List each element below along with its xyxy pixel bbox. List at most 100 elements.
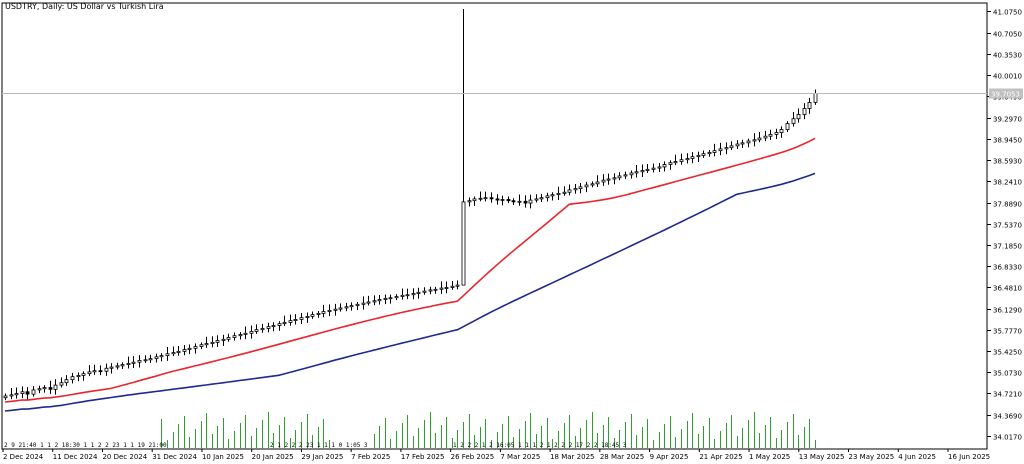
candle-body [735, 143, 740, 147]
chart-title: USDTRY, Daily: US Dollar vs Turkish Lira [5, 2, 164, 11]
candle-body [539, 197, 544, 200]
candle-body [355, 303, 360, 306]
date-tick-label: 23 May 2025 [849, 453, 895, 461]
price-tick-label: 36.8330 [993, 264, 1022, 272]
candle-body [87, 371, 92, 375]
candle-body [724, 147, 729, 150]
date-tick-label: 9 Apr 2025 [650, 453, 689, 461]
candle-body [779, 129, 784, 133]
candle-body [567, 189, 572, 193]
date-tick-label: 29 Jan 2025 [301, 453, 343, 461]
candle-body [254, 329, 259, 332]
candle-body [98, 370, 103, 373]
candle-body [685, 158, 690, 161]
candle-body [48, 387, 53, 390]
candle-body [53, 384, 58, 390]
candle-body [606, 178, 611, 181]
candle-body [578, 186, 583, 190]
date-tick-label: 21 Apr 2025 [699, 453, 742, 461]
candle-body [204, 343, 209, 346]
candle-body [327, 309, 332, 312]
candle-body [657, 166, 662, 169]
candle-body [478, 197, 483, 200]
candle-body [523, 200, 528, 204]
candle-body [288, 320, 293, 323]
candle-body [690, 156, 695, 159]
candle-body [422, 290, 427, 293]
candle-body [757, 137, 762, 141]
price-tick-label: 36.1290 [993, 307, 1022, 315]
current-price-tag [989, 88, 1023, 99]
plot-frame [1, 2, 988, 450]
price-tick-label: 36.4810 [993, 285, 1022, 293]
candle-body [159, 355, 164, 358]
candle-body [388, 297, 393, 300]
candle-body [3, 395, 8, 399]
candle-body [59, 382, 64, 386]
date-tick-label: 4 Jun 2025 [898, 453, 936, 461]
candle-body [640, 170, 645, 173]
date-tick-label: 31 Dec 2024 [152, 453, 197, 461]
date-tick-label: 1 May 2025 [749, 453, 790, 461]
candle-body [215, 340, 220, 343]
candle-body [115, 365, 120, 368]
candle-body [349, 305, 354, 308]
candle-body [673, 161, 678, 164]
candle-body [243, 332, 248, 335]
candle-body [461, 201, 466, 286]
candle-body [277, 323, 282, 326]
candle-body [455, 284, 460, 287]
price-tick-label: 34.7210 [993, 391, 1022, 399]
candle-body [221, 338, 226, 341]
candle-body [752, 139, 757, 142]
price-tick-label: 34.3690 [993, 413, 1022, 421]
candle-body [634, 171, 639, 174]
price-tick-label: 35.0730 [993, 370, 1022, 378]
candle-body [506, 199, 511, 202]
price-tick-label: 40.0010 [993, 73, 1022, 81]
candle-body [729, 145, 734, 149]
date-tick-label: 17 Feb 2025 [401, 453, 445, 461]
date-tick-label: 2 Dec 2024 [3, 453, 44, 461]
candle-body [556, 193, 561, 196]
date-tick-label: 18 Mar 2025 [550, 453, 594, 461]
date-tick-label: 7 Mar 2025 [500, 453, 540, 461]
candle-body [444, 287, 449, 289]
bar-group-label: 2 9 21:40 1 1 2 18:30 1 1 2 2 23 1 1 19 … [4, 442, 167, 449]
candle-body [266, 326, 271, 329]
candle-body [707, 152, 712, 155]
date-tick-label: 20 Jan 2025 [252, 453, 294, 461]
ma-blue-line [4, 172, 816, 412]
candle-body [483, 197, 488, 200]
candle-body [260, 328, 265, 331]
candle-body [645, 168, 650, 171]
candle-body [333, 308, 338, 311]
candle-body [472, 198, 477, 202]
candle-body [623, 174, 628, 177]
candle-body [305, 316, 310, 319]
candle-body [495, 198, 500, 201]
candle-body [81, 373, 86, 376]
candle-body [768, 133, 773, 137]
candle-body [807, 102, 812, 109]
candle-body [226, 337, 231, 340]
candle-body [344, 306, 349, 309]
candle-body [584, 184, 589, 188]
candle-body [171, 352, 176, 355]
candle-body [545, 195, 550, 199]
candle-body [791, 118, 796, 124]
candle-body [467, 200, 472, 203]
candle-body [668, 162, 673, 165]
candle-body [740, 142, 745, 145]
candle-body [338, 307, 343, 310]
candle-body [785, 123, 790, 130]
candle-body [143, 359, 148, 362]
bar-group-label: 2 1 2 2 2 23 1 1 1 0 1:05 3 [270, 442, 368, 449]
candle-body [428, 289, 433, 292]
candle-body [400, 294, 405, 297]
date-tick-label: 7 Feb 2025 [351, 453, 390, 461]
candle-body [595, 181, 600, 185]
candle-body [14, 393, 19, 396]
candle-body [679, 159, 684, 162]
ma-red-line [4, 137, 816, 403]
